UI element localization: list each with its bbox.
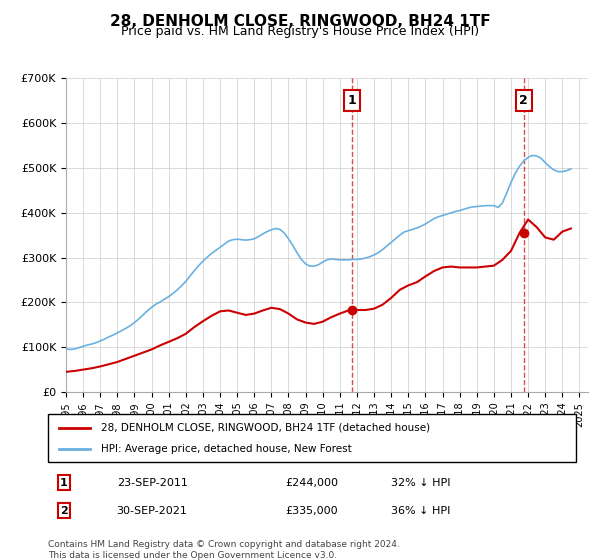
Text: 36% ↓ HPI: 36% ↓ HPI: [391, 506, 451, 516]
Text: 28, DENHOLM CLOSE, RINGWOOD, BH24 1TF (detached house): 28, DENHOLM CLOSE, RINGWOOD, BH24 1TF (d…: [101, 423, 430, 433]
Text: 2: 2: [60, 506, 68, 516]
Text: 28, DENHOLM CLOSE, RINGWOOD, BH24 1TF: 28, DENHOLM CLOSE, RINGWOOD, BH24 1TF: [110, 14, 490, 29]
Text: 1: 1: [60, 478, 68, 488]
Text: 32% ↓ HPI: 32% ↓ HPI: [391, 478, 451, 488]
Text: 23-SEP-2011: 23-SEP-2011: [116, 478, 188, 488]
Text: 30-SEP-2021: 30-SEP-2021: [116, 506, 188, 516]
Text: Contains HM Land Registry data © Crown copyright and database right 2024.
This d: Contains HM Land Registry data © Crown c…: [48, 540, 400, 560]
FancyBboxPatch shape: [48, 414, 576, 462]
Text: Price paid vs. HM Land Registry's House Price Index (HPI): Price paid vs. HM Land Registry's House …: [121, 25, 479, 38]
Text: HPI: Average price, detached house, New Forest: HPI: Average price, detached house, New …: [101, 444, 352, 454]
Text: 1: 1: [348, 94, 357, 107]
Text: £244,000: £244,000: [286, 478, 338, 488]
Text: 2: 2: [520, 94, 528, 107]
Text: £335,000: £335,000: [286, 506, 338, 516]
